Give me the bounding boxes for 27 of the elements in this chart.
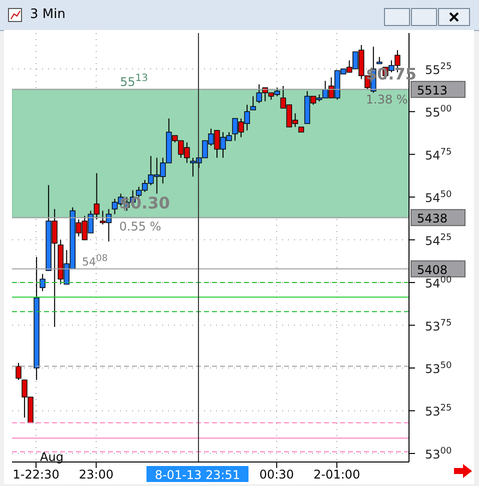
annotation: 0.55 % [119,220,162,234]
candlestick [40,273,46,292]
x-tick-label: 00:30 [259,468,294,482]
annotation: 1.38 % [366,92,408,106]
annotation: Aug [40,450,64,464]
y-tick-label: 53$^{25}$ [425,404,452,419]
y-tick-label: 53$^{00}$ [425,446,452,462]
chart-title: 3 Min [30,7,66,22]
text: 5408 [417,262,448,277]
x-tick-label: 1-22:30 [12,468,60,482]
ref-line-label: 54$^{08}$ [82,252,108,270]
candlestick [16,362,22,380]
ref-line-label: 5438 [417,212,448,226]
y-tick-label: 55$^{25}$ [425,62,452,77]
y-tick-label: 53$^{75}$ [425,318,452,334]
y-tick-label: 53$^{50}$ [425,360,452,376]
x-tick-label: 2-01:00 [314,468,360,482]
ref-line-label: 55$^{13}$ [120,72,148,89]
y-tick-label: 55$^{00}$ [425,104,452,120]
x-tick-label: 23:00 [78,468,114,482]
ref-line-label: 8-01-13 23:51 [154,468,240,482]
y-tick-label: 54$^{00}$ [425,276,452,291]
y-tick-label: 54$^{75}$ [425,147,452,162]
y-tick-label: 54$^{25}$ [425,232,452,248]
text: 5513 [417,83,448,98]
y-tick-label: 54$^{50}$ [425,190,452,206]
candlestick [250,96,256,110]
